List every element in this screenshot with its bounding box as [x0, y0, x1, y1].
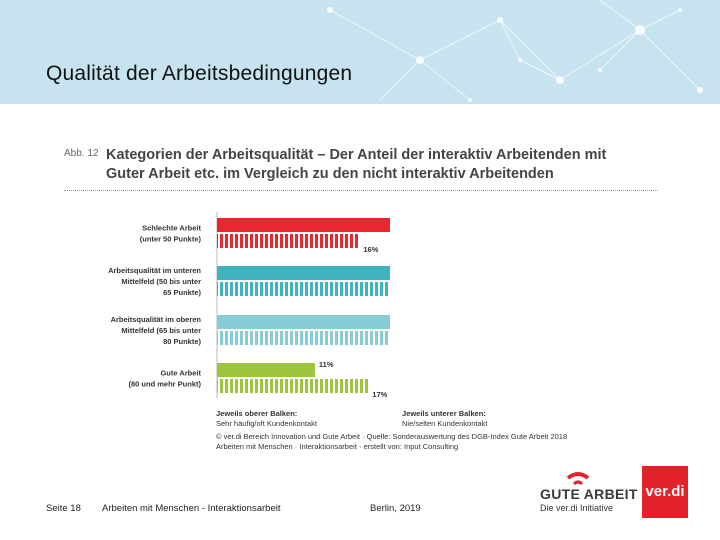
- figure-title-line-1: Kategorien der Arbeitsqualität – Der Ant…: [106, 147, 607, 163]
- bar-upper: [217, 266, 390, 280]
- source-line-2: Arbeiten mit Menschen · Interaktionsarbe…: [216, 442, 459, 451]
- legend-lower: Jeweils unterer Balken: Nie/selten Kunde…: [402, 409, 487, 429]
- header-banner: Qualität der Arbeitsbedingungen: [0, 0, 720, 104]
- category-label: Gute Arbeit: [160, 369, 201, 378]
- category-label: 65 Punkte): [163, 288, 201, 297]
- figure-title: Kategorien der Arbeitsqualität – Der Ant…: [106, 146, 676, 184]
- footer-page-number: Seite 18: [46, 503, 81, 514]
- value-label: 17%: [372, 390, 387, 399]
- source-line-1: © ver.di Bereich Innovation und Gute Arb…: [216, 432, 568, 441]
- legend-upper-desc: Sehr häufig/oft Kundenkontakt: [216, 419, 317, 428]
- gute-arbeit-logo-text: GUTE ARBEIT: [540, 486, 638, 502]
- figure-title-line-2: Guter Arbeit etc. im Vergleich zu den ni…: [106, 166, 554, 182]
- verdi-logo: ver.di: [642, 466, 688, 518]
- bar-upper: [217, 315, 390, 329]
- bar-chart: Schlechte Arbeit(unter 50 Punkte)21%16%A…: [108, 212, 390, 399]
- value-label: 16%: [363, 245, 378, 254]
- title-divider: [64, 190, 658, 191]
- category-label: Mittelfeld (65 bis unter: [121, 326, 201, 335]
- category-label: Mittelfeld (50 bis unter: [121, 277, 201, 286]
- legend-lower-desc: Nie/selten Kundenkontakt: [402, 419, 488, 428]
- category-label: Schlechte Arbeit: [142, 224, 201, 233]
- bar-lower: [217, 282, 390, 296]
- bar-upper: [217, 218, 390, 232]
- category-label: (unter 50 Punkte): [140, 235, 202, 244]
- category-label: Arbeitsqualität im unteren: [108, 266, 201, 275]
- legend-lower-title: Jeweils unterer Balken:: [402, 409, 486, 418]
- bar-upper: [217, 363, 315, 377]
- legend-upper: Jeweils oberer Balken: Sehr häufig/oft K…: [216, 409, 317, 429]
- value-label: 11%: [319, 360, 334, 369]
- slide-title: Qualität der Arbeitsbedingungen: [46, 62, 353, 85]
- bar-lower: [217, 234, 360, 248]
- figure-label: Abb. 12: [64, 148, 99, 159]
- gute-arbeit-logo-icon: [566, 472, 590, 486]
- bar-lower: [217, 331, 390, 345]
- network-background-graphic: [327, 0, 703, 102]
- legend-upper-title: Jeweils oberer Balken:: [216, 409, 298, 418]
- category-label: 80 Punkte): [163, 337, 201, 346]
- footer-place-date: Berlin, 2019: [370, 503, 421, 514]
- category-label: (80 und mehr Punkt): [128, 380, 201, 389]
- source-note: © ver.di Bereich Innovation und Gute Arb…: [216, 432, 567, 452]
- category-label: Arbeitsqualität im oberen: [111, 315, 202, 324]
- footer-topic: Arbeiten mit Menschen - Interaktionsarbe…: [102, 503, 281, 514]
- bar-lower: [217, 379, 369, 393]
- gute-arbeit-logo-subtitle: Die ver.di Initiative: [540, 503, 614, 513]
